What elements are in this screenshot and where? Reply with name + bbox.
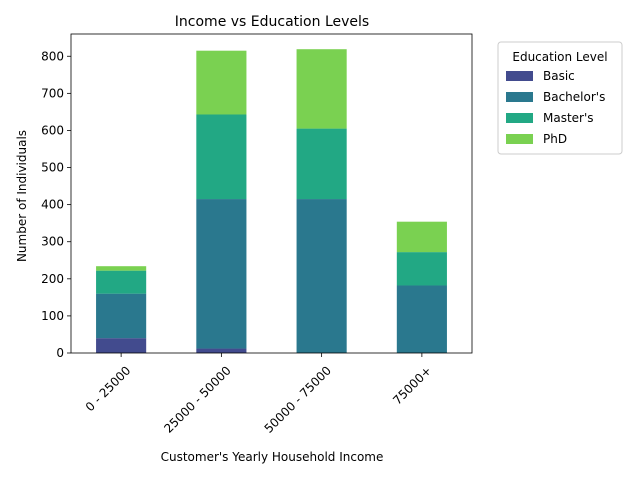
legend-swatch-0 [506, 71, 533, 81]
bar-master-s-2 [296, 128, 347, 200]
legend-swatch-1 [506, 92, 533, 102]
bar-basic-0 [96, 338, 147, 353]
y-tick-label: 800 [41, 49, 64, 63]
x-tick-label: 50000 - 75000 [262, 363, 334, 435]
y-tick-label: 200 [41, 272, 64, 286]
legend-label: Master's [543, 111, 594, 125]
bar-phd-2 [296, 49, 347, 129]
x-axis-label: Customer's Yearly Household Income [161, 450, 384, 464]
y-tick-label: 500 [41, 161, 64, 175]
y-tick-label: 100 [41, 309, 64, 323]
legend-label: Basic [543, 69, 575, 83]
legend-label: Bachelor's [543, 90, 605, 104]
bar-master-s-3 [396, 252, 447, 286]
y-axis-label: Number of Individuals [15, 130, 29, 262]
bar-phd-0 [96, 266, 147, 271]
x-tick-label: 0 - 25000 [83, 363, 134, 414]
chart-title: Income vs Education Levels [175, 14, 369, 30]
legend-swatch-2 [506, 113, 533, 123]
legend-label: PhD [543, 132, 567, 146]
legend: Education Level Basic Bachelor's Master's P… [497, 41, 623, 155]
y-tick-label: 300 [41, 235, 64, 249]
legend-title: Education Level [512, 50, 607, 64]
bar-phd-1 [196, 50, 247, 115]
legend-swatch-3 [506, 134, 533, 144]
bar-bachelor-s-2 [296, 199, 347, 353]
bar-basic-1 [196, 348, 247, 353]
bar-master-s-1 [196, 114, 247, 200]
axes-frame [70, 33, 473, 354]
bar-phd-3 [396, 221, 447, 253]
x-tick-label: 75000+ [390, 363, 434, 407]
y-tick-label: 400 [41, 198, 64, 212]
legend-frame [497, 41, 623, 155]
bar-bachelor-s-3 [396, 285, 447, 353]
x-tick-label: 25000 - 50000 [161, 363, 233, 435]
bar-bachelor-s-0 [96, 293, 147, 339]
bar-bachelor-s-1 [196, 199, 247, 349]
y-tick-label: 0 [56, 346, 64, 360]
plot-area: 0 100 200 300 400 500 600 700 800 0 - 25000 25000 … [41, 33, 473, 436]
y-tick-label: 600 [41, 123, 64, 137]
bar-master-s-0 [96, 270, 147, 294]
y-tick-label: 700 [41, 86, 64, 100]
